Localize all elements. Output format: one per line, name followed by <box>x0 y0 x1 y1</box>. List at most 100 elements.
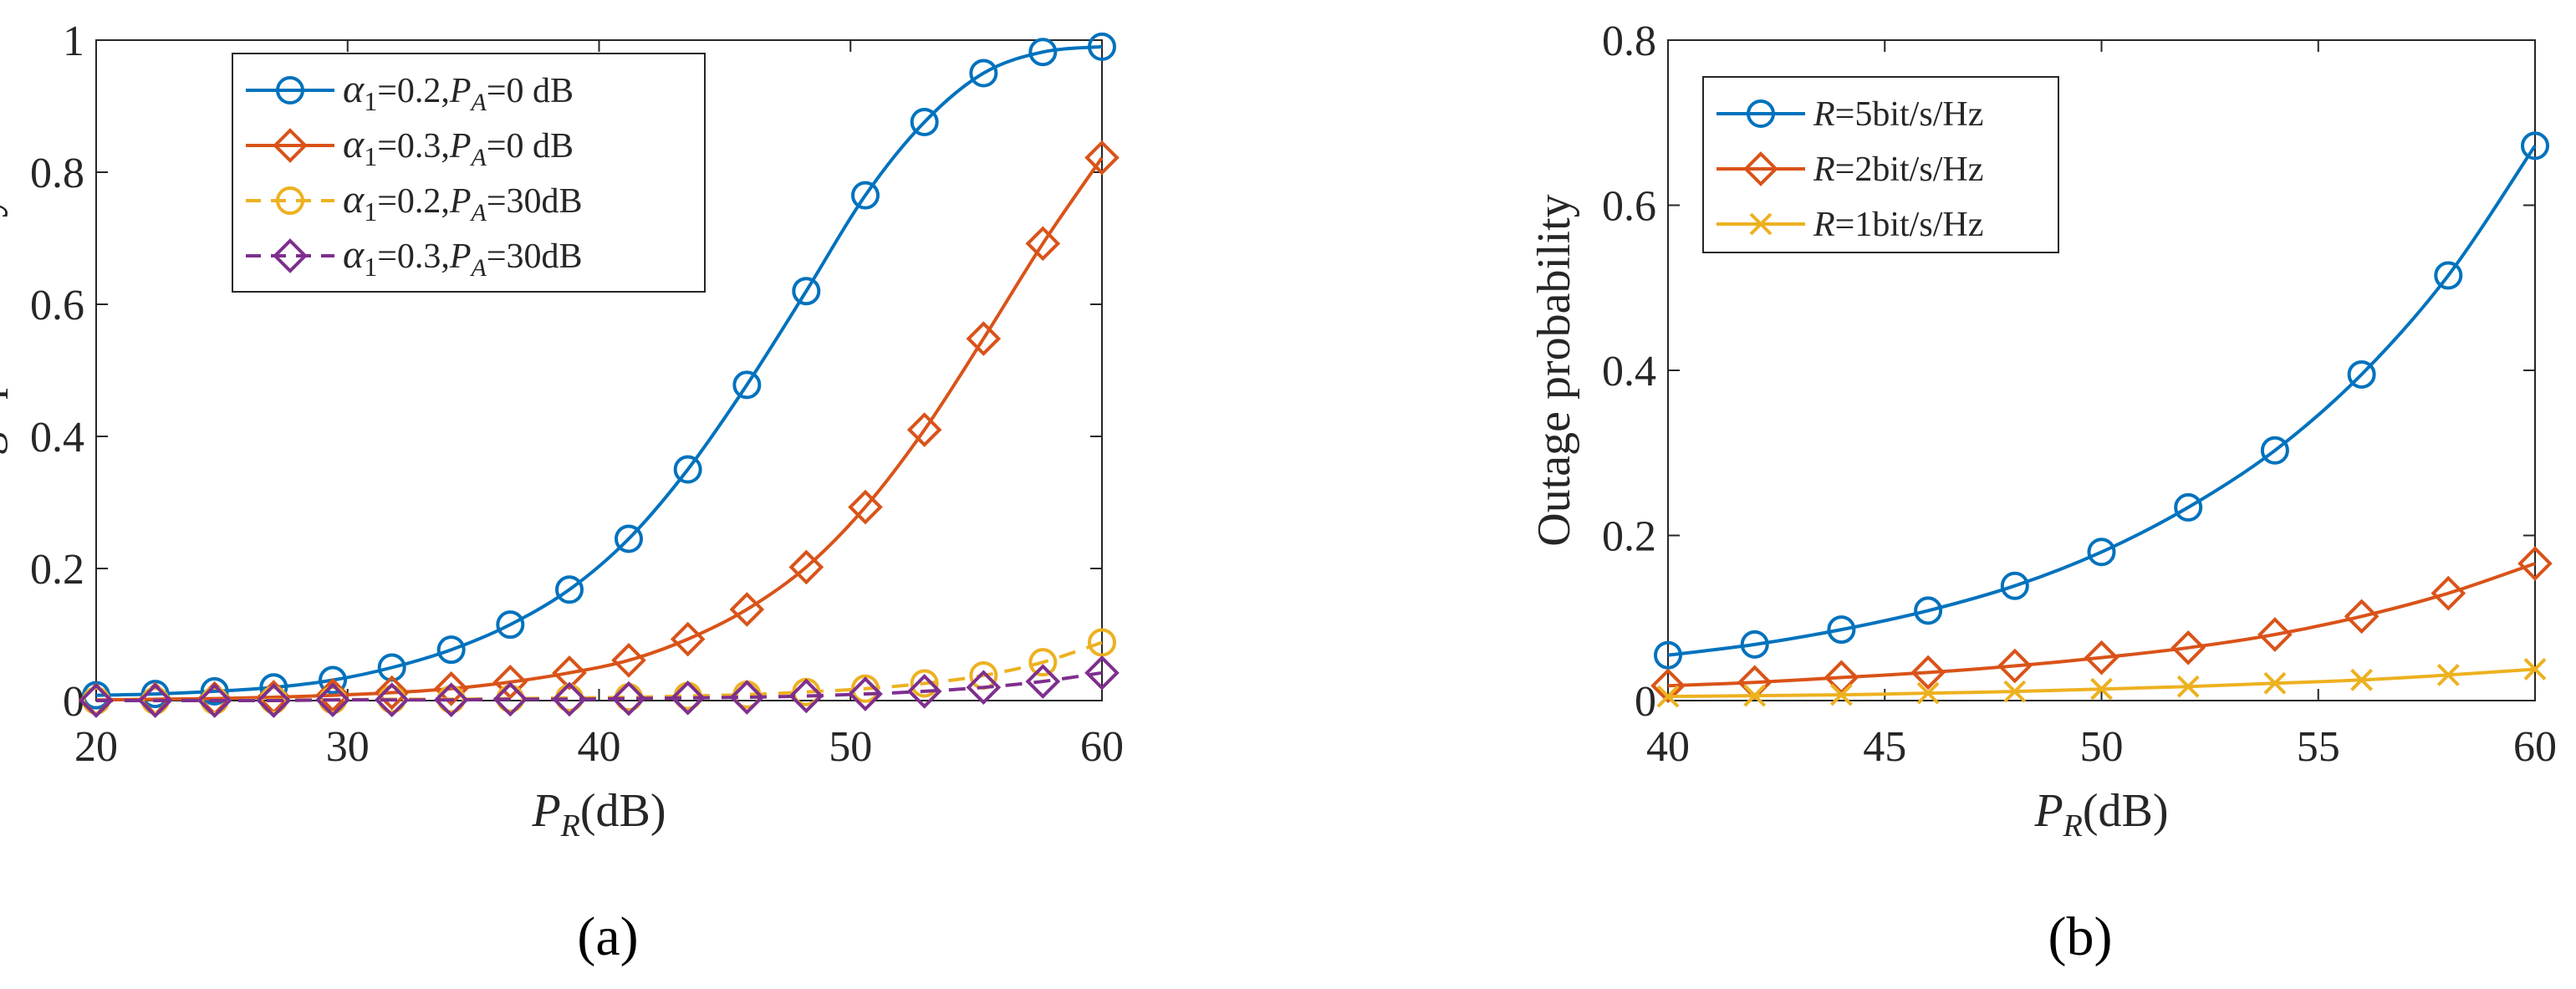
legend-value-2: =30dB <box>487 182 583 221</box>
y-tick-label-b: 0.8 <box>1602 18 1656 65</box>
data-point-b-2 <box>2257 617 2293 652</box>
data-point-b-2 <box>2431 575 2466 611</box>
x-tick-label-b: 55 <box>2297 723 2340 771</box>
data-point-b-3 <box>2436 663 2460 686</box>
data-point-a-4 <box>433 682 469 718</box>
data-point-a-1 <box>850 181 880 210</box>
legend-value-2: =0 dB <box>487 72 574 110</box>
legend-marker-b-2 <box>1743 151 1778 186</box>
y-axis-title-b: Outage probability <box>1528 194 1580 546</box>
data-point-a-1 <box>319 665 348 695</box>
legend-p-sub: A <box>470 144 487 171</box>
y-tick-label-a: 0.6 <box>30 282 84 329</box>
data-point-b-1 <box>1914 596 1943 625</box>
data-point-b-1 <box>2434 261 2463 290</box>
y-tick-label-a: 0.8 <box>30 150 84 197</box>
data-point-a-2 <box>611 642 646 678</box>
data-point-a-4 <box>1084 655 1120 691</box>
x-tick-label-a: 30 <box>326 723 370 771</box>
data-point-a-3 <box>850 674 880 703</box>
data-point-b-1 <box>2521 131 2549 161</box>
x-axis-title-main: P <box>531 785 560 837</box>
data-point-b-3 <box>1743 684 1767 707</box>
series-line-a-4 <box>96 670 1103 703</box>
data-point-a-2 <box>906 412 942 447</box>
y-tick-label-a: 0.2 <box>30 546 84 594</box>
data-point-b-2 <box>1910 655 1946 691</box>
x-axis-title-sub: R <box>2063 808 2083 844</box>
x-axis-title-suffix: (dB) <box>580 785 666 837</box>
data-point-b-3 <box>2523 658 2547 681</box>
legend-value-2: =0 dB <box>487 127 574 166</box>
legend-p: P <box>449 127 472 166</box>
data-point-a-4 <box>729 680 765 715</box>
data-point-b-1 <box>2000 571 2029 600</box>
data-point-a-1 <box>732 370 762 400</box>
data-point-b-3 <box>2003 680 2027 703</box>
x-tick-label-a: 20 <box>74 723 118 771</box>
data-point-a-4 <box>552 681 587 717</box>
legend-marker-a-1 <box>276 76 304 105</box>
x-axis-title-a: PR(dB) <box>531 785 666 844</box>
legend-r: R <box>1813 150 1835 189</box>
data-point-a-4 <box>79 683 114 718</box>
data-point-a-1 <box>969 59 998 88</box>
data-point-a-1 <box>673 455 702 484</box>
legend-marker-b-1 <box>1747 99 1775 128</box>
legend-p-sub: A <box>470 89 487 116</box>
data-point-b-2 <box>2170 630 2206 665</box>
x-axis-title-main: P <box>2033 785 2063 837</box>
legend-p-sub: A <box>470 199 487 227</box>
data-point-b-3 <box>2350 668 2374 691</box>
legend-label-a-4: α1=0.3,PA=30dB <box>343 232 583 282</box>
data-point-b-3 <box>2176 675 2200 698</box>
legend-greek: α <box>343 232 365 277</box>
data-point-a-1 <box>496 610 525 640</box>
series-line-b-2 <box>1667 562 2536 688</box>
x-tick-label-b: 45 <box>1863 723 1906 771</box>
y-tick-label-b: 0.6 <box>1602 183 1656 231</box>
data-point-a-1 <box>377 653 406 682</box>
legend-value-2: =30dB <box>487 237 583 276</box>
data-point-b-3 <box>1829 683 1853 706</box>
legend-greek-sub: 1 <box>364 141 377 171</box>
legend-value-1: =0.2, <box>377 72 450 110</box>
legend-r: R <box>1813 95 1835 134</box>
data-point-b-1 <box>1654 640 1682 670</box>
data-point-a-4 <box>966 670 1002 706</box>
legend-greek: α <box>343 122 365 166</box>
legend-greek-sub: 1 <box>364 86 377 116</box>
data-point-a-1 <box>200 676 229 706</box>
legend-value-1: =0.3, <box>377 127 450 166</box>
data-point-a-1 <box>1028 38 1058 67</box>
data-point-a-2 <box>374 675 410 711</box>
data-point-a-3 <box>319 686 348 715</box>
legend-p: P <box>449 182 472 221</box>
data-point-a-3 <box>200 686 229 715</box>
data-point-a-4 <box>196 683 232 718</box>
legend-label-b-1: R=5bit/s/Hz <box>1813 95 1983 134</box>
series-line-a-2 <box>95 156 1104 702</box>
data-point-a-1 <box>792 277 821 306</box>
x-axis-title-b: PR(dB) <box>2033 785 2168 844</box>
x-tick-label-a: 50 <box>829 723 872 771</box>
legend-greek-sub: 1 <box>364 252 377 282</box>
legend-marker-a-3 <box>276 186 304 215</box>
data-point-b-1 <box>1827 615 1856 645</box>
legend-label-b-2: R=2bit/s/Hz <box>1813 150 1983 189</box>
x-tick-label-b: 60 <box>2513 723 2557 771</box>
legend-label-a-3: α1=0.2,PA=30dB <box>343 177 583 227</box>
y-tick-label-b: 0.2 <box>1602 513 1656 561</box>
legend-marker-a-4 <box>273 238 308 273</box>
legend-value-1: =0.3, <box>377 237 450 276</box>
data-point-a-4 <box>788 678 824 714</box>
data-point-a-4 <box>256 683 292 718</box>
x-tick-label-b: 50 <box>2080 723 2124 771</box>
data-point-b-2 <box>1997 648 2033 684</box>
data-point-b-1 <box>2347 359 2376 389</box>
data-point-a-1 <box>614 524 643 553</box>
data-point-a-1 <box>1088 32 1116 61</box>
